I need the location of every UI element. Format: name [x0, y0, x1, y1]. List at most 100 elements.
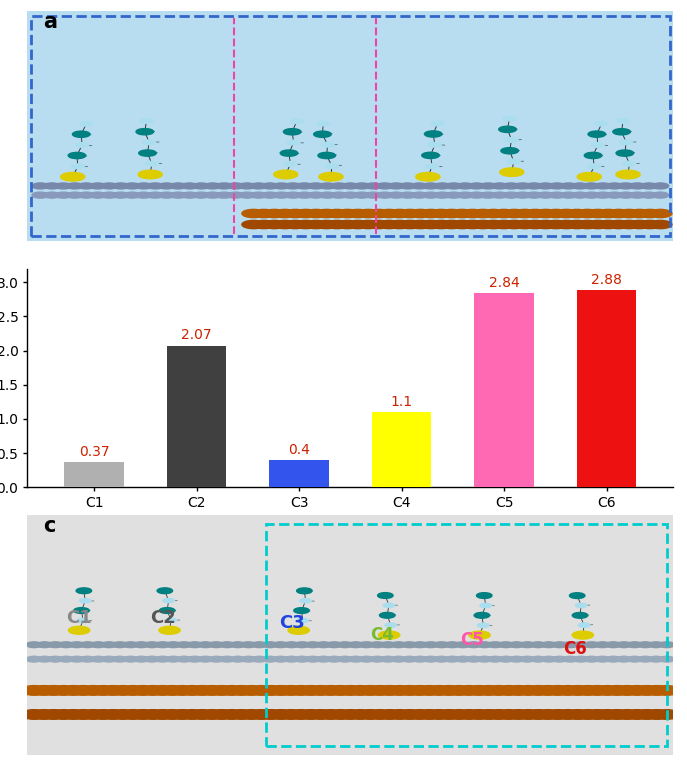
- Circle shape: [578, 623, 590, 627]
- Circle shape: [587, 164, 600, 169]
- Circle shape: [218, 710, 245, 720]
- Circle shape: [71, 710, 96, 720]
- Circle shape: [411, 192, 427, 198]
- Circle shape: [628, 221, 651, 229]
- Circle shape: [227, 183, 244, 189]
- Circle shape: [555, 710, 581, 720]
- Circle shape: [262, 642, 278, 648]
- Circle shape: [91, 656, 106, 662]
- Circle shape: [113, 192, 129, 198]
- Circle shape: [142, 140, 156, 145]
- Circle shape: [240, 656, 256, 662]
- Text: 0.37: 0.37: [79, 445, 109, 459]
- Circle shape: [377, 221, 401, 229]
- Circle shape: [26, 642, 42, 648]
- Circle shape: [576, 604, 587, 607]
- Circle shape: [170, 710, 195, 720]
- Circle shape: [391, 656, 407, 662]
- Circle shape: [348, 656, 363, 662]
- Circle shape: [158, 183, 175, 189]
- Circle shape: [594, 183, 611, 189]
- Circle shape: [314, 131, 331, 137]
- Circle shape: [71, 686, 96, 695]
- Circle shape: [317, 686, 344, 695]
- Circle shape: [457, 183, 473, 189]
- Circle shape: [150, 710, 175, 720]
- Circle shape: [537, 192, 554, 198]
- Circle shape: [136, 129, 154, 135]
- Circle shape: [230, 656, 245, 662]
- Circle shape: [90, 686, 116, 695]
- Circle shape: [76, 588, 91, 594]
- Circle shape: [189, 710, 215, 720]
- Circle shape: [68, 153, 86, 159]
- Circle shape: [498, 642, 514, 648]
- Circle shape: [515, 710, 541, 720]
- Circle shape: [526, 183, 543, 189]
- Circle shape: [318, 153, 335, 159]
- Circle shape: [526, 710, 551, 720]
- Circle shape: [113, 183, 129, 189]
- Circle shape: [503, 183, 519, 189]
- Circle shape: [262, 192, 278, 198]
- Circle shape: [638, 221, 662, 229]
- Circle shape: [337, 710, 363, 720]
- Circle shape: [80, 642, 95, 648]
- Circle shape: [219, 642, 235, 648]
- Circle shape: [451, 209, 474, 217]
- Circle shape: [471, 209, 495, 217]
- Circle shape: [379, 631, 400, 639]
- Circle shape: [37, 656, 52, 662]
- Circle shape: [466, 656, 482, 662]
- Circle shape: [112, 642, 128, 648]
- Circle shape: [507, 159, 520, 164]
- Circle shape: [616, 118, 629, 124]
- Circle shape: [249, 710, 274, 720]
- Circle shape: [229, 686, 254, 695]
- Circle shape: [204, 192, 221, 198]
- Circle shape: [357, 209, 380, 217]
- Circle shape: [618, 221, 641, 229]
- Circle shape: [560, 192, 577, 198]
- Circle shape: [555, 686, 581, 695]
- Circle shape: [55, 192, 71, 198]
- Circle shape: [251, 656, 267, 662]
- Circle shape: [26, 656, 42, 662]
- Circle shape: [388, 192, 405, 198]
- Circle shape: [455, 656, 471, 662]
- Circle shape: [170, 192, 187, 198]
- Circle shape: [159, 686, 185, 695]
- Circle shape: [654, 710, 679, 720]
- Circle shape: [575, 686, 600, 695]
- Circle shape: [534, 221, 557, 229]
- Circle shape: [370, 656, 385, 662]
- Circle shape: [407, 710, 433, 720]
- Circle shape: [80, 710, 106, 720]
- Circle shape: [555, 209, 578, 217]
- Circle shape: [596, 221, 620, 229]
- Circle shape: [577, 172, 601, 181]
- Circle shape: [503, 221, 526, 229]
- Circle shape: [428, 143, 442, 147]
- Circle shape: [189, 686, 215, 695]
- Circle shape: [606, 192, 623, 198]
- Circle shape: [480, 183, 497, 189]
- Circle shape: [336, 209, 359, 217]
- Circle shape: [638, 642, 653, 648]
- Circle shape: [491, 192, 508, 198]
- Circle shape: [51, 686, 76, 695]
- Circle shape: [535, 710, 561, 720]
- Circle shape: [659, 656, 675, 662]
- Text: 2.88: 2.88: [592, 273, 622, 287]
- Circle shape: [370, 642, 385, 648]
- Circle shape: [466, 686, 492, 695]
- Circle shape: [144, 642, 159, 648]
- Circle shape: [284, 642, 299, 648]
- Circle shape: [47, 642, 63, 648]
- Circle shape: [294, 221, 317, 229]
- Circle shape: [242, 221, 265, 229]
- Circle shape: [147, 192, 164, 198]
- Circle shape: [509, 642, 524, 648]
- Circle shape: [616, 642, 631, 648]
- Bar: [372, 412, 431, 488]
